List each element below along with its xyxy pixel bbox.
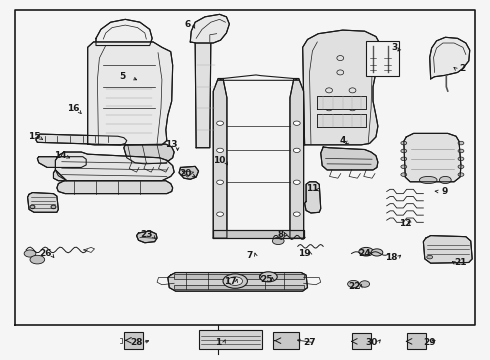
Polygon shape xyxy=(36,134,127,145)
Text: 17: 17 xyxy=(224,276,237,285)
Text: 23: 23 xyxy=(140,230,152,239)
Ellipse shape xyxy=(347,280,359,288)
Ellipse shape xyxy=(294,212,300,216)
Ellipse shape xyxy=(272,237,284,244)
Polygon shape xyxy=(168,273,308,291)
Text: 1: 1 xyxy=(215,338,221,347)
Polygon shape xyxy=(124,144,174,164)
Ellipse shape xyxy=(401,157,407,161)
Text: 3: 3 xyxy=(391,43,397,52)
Polygon shape xyxy=(137,231,157,243)
Text: 24: 24 xyxy=(358,249,371,258)
Ellipse shape xyxy=(401,149,407,153)
Text: 8: 8 xyxy=(277,230,283,239)
Ellipse shape xyxy=(458,149,464,153)
Polygon shape xyxy=(318,114,366,127)
Ellipse shape xyxy=(223,274,247,288)
Polygon shape xyxy=(96,19,152,45)
Bar xyxy=(174,274,304,279)
Ellipse shape xyxy=(30,205,35,209)
Ellipse shape xyxy=(370,43,376,47)
Bar xyxy=(174,285,304,289)
Bar xyxy=(273,332,299,349)
Ellipse shape xyxy=(458,165,464,168)
Polygon shape xyxy=(305,182,321,213)
Text: 18: 18 xyxy=(385,253,398,262)
Polygon shape xyxy=(88,42,172,145)
Ellipse shape xyxy=(458,141,464,145)
Text: 4: 4 xyxy=(340,136,346,145)
Polygon shape xyxy=(303,30,381,145)
Ellipse shape xyxy=(401,173,407,176)
Polygon shape xyxy=(404,134,461,182)
Ellipse shape xyxy=(458,173,464,176)
Text: 11: 11 xyxy=(306,184,318,193)
Polygon shape xyxy=(423,235,472,263)
Text: 12: 12 xyxy=(399,219,412,228)
Ellipse shape xyxy=(458,157,464,161)
Ellipse shape xyxy=(385,43,391,47)
Text: 5: 5 xyxy=(120,72,126,81)
Bar xyxy=(352,333,371,348)
Text: 13: 13 xyxy=(166,140,178,149)
Bar xyxy=(198,330,262,348)
Ellipse shape xyxy=(371,249,383,256)
Ellipse shape xyxy=(260,272,277,282)
Text: 25: 25 xyxy=(261,275,273,284)
Bar xyxy=(124,332,144,348)
Ellipse shape xyxy=(24,250,36,257)
Text: 21: 21 xyxy=(455,258,467,267)
Polygon shape xyxy=(37,157,86,167)
Ellipse shape xyxy=(440,176,451,184)
Polygon shape xyxy=(213,78,227,238)
Polygon shape xyxy=(55,152,174,181)
Text: 15: 15 xyxy=(27,132,40,141)
Ellipse shape xyxy=(401,165,407,168)
Polygon shape xyxy=(190,14,229,43)
Ellipse shape xyxy=(228,277,243,285)
Polygon shape xyxy=(27,193,58,212)
Polygon shape xyxy=(57,181,172,194)
Text: 30: 30 xyxy=(366,338,378,347)
Text: 16: 16 xyxy=(67,104,79,113)
Text: 28: 28 xyxy=(130,338,143,347)
Text: 9: 9 xyxy=(441,187,447,196)
Ellipse shape xyxy=(294,121,300,125)
Polygon shape xyxy=(53,170,67,181)
Ellipse shape xyxy=(217,212,223,216)
Text: 27: 27 xyxy=(303,338,316,347)
Polygon shape xyxy=(290,78,304,238)
Text: 20: 20 xyxy=(179,169,192,178)
Ellipse shape xyxy=(217,121,223,125)
Text: 22: 22 xyxy=(349,282,361,291)
Ellipse shape xyxy=(359,247,373,256)
Bar xyxy=(407,333,426,348)
Polygon shape xyxy=(430,37,470,79)
Text: 6: 6 xyxy=(184,19,191,28)
Ellipse shape xyxy=(51,205,56,209)
Ellipse shape xyxy=(217,148,223,153)
Text: 7: 7 xyxy=(246,251,253,260)
Text: 19: 19 xyxy=(298,249,311,258)
Ellipse shape xyxy=(360,281,369,287)
Text: 29: 29 xyxy=(423,338,436,347)
Ellipse shape xyxy=(419,176,437,184)
Text: 10: 10 xyxy=(214,156,226,165)
Ellipse shape xyxy=(401,141,407,145)
Ellipse shape xyxy=(217,180,223,184)
Polygon shape xyxy=(318,96,366,109)
Text: 26: 26 xyxy=(39,249,52,258)
Ellipse shape xyxy=(30,255,45,264)
Ellipse shape xyxy=(294,148,300,153)
Polygon shape xyxy=(179,166,198,179)
Text: 14: 14 xyxy=(54,151,67,160)
Ellipse shape xyxy=(427,255,433,259)
Text: 2: 2 xyxy=(459,64,466,73)
Bar xyxy=(366,41,399,76)
Polygon shape xyxy=(321,147,378,170)
Ellipse shape xyxy=(294,180,300,184)
Polygon shape xyxy=(195,33,217,148)
Polygon shape xyxy=(213,230,304,238)
